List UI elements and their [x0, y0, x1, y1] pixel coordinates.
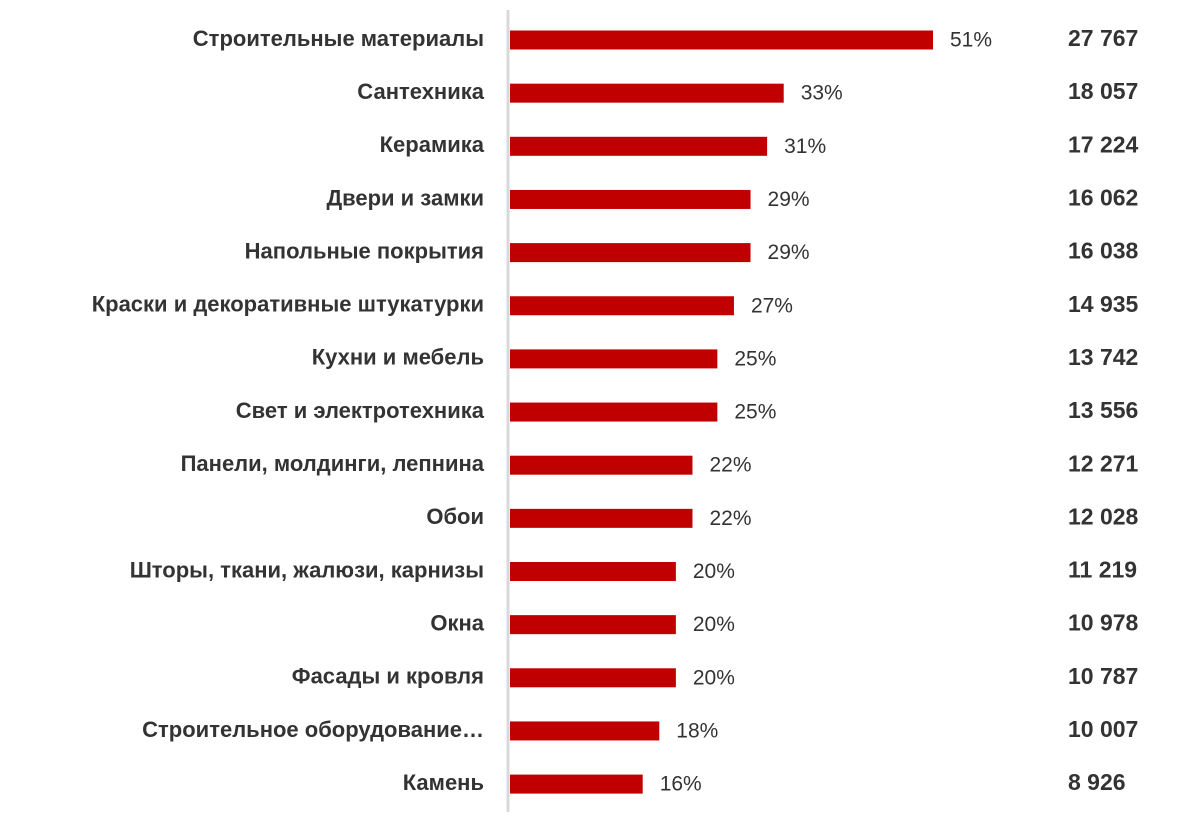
- category-label: Окна: [430, 610, 484, 635]
- category-label: Обои: [426, 504, 484, 529]
- total-label: 18 057: [1068, 78, 1138, 104]
- category-label: Шторы, ткани, жалюзи, карнизы: [130, 557, 484, 582]
- bar: [510, 136, 768, 156]
- category-label: Сантехника: [357, 79, 484, 104]
- bar: [510, 296, 734, 316]
- value-label: 51%: [950, 29, 992, 52]
- total-label: 27 767: [1068, 25, 1138, 51]
- bar: [510, 668, 676, 688]
- bar: [510, 562, 676, 581]
- total-label: 11 219: [1068, 557, 1137, 583]
- total-label: 12 271: [1068, 450, 1139, 476]
- bar: [510, 189, 751, 209]
- category-label: Кухни и мебель: [312, 345, 484, 370]
- bar: [510, 508, 693, 528]
- value-label: 25%: [734, 347, 776, 370]
- total-label: 16 062: [1068, 185, 1138, 211]
- value-label: 18%: [676, 719, 718, 742]
- category-label: Свет и электротехника: [236, 398, 485, 423]
- bar: [510, 243, 751, 263]
- category-label: Напольные покрытия: [245, 238, 484, 263]
- total-label: 14 935: [1068, 291, 1139, 317]
- value-label: 29%: [768, 188, 810, 211]
- bar: [510, 455, 693, 475]
- total-label: 10 978: [1068, 610, 1139, 636]
- total-label: 8 926: [1068, 769, 1126, 795]
- total-label: 12 028: [1068, 503, 1139, 529]
- value-label: 25%: [734, 401, 776, 424]
- value-label: 16%: [660, 773, 702, 796]
- bar: [510, 83, 784, 103]
- total-label: 13 556: [1068, 397, 1138, 423]
- total-label: 10 787: [1068, 663, 1138, 689]
- bar: [510, 30, 933, 50]
- bar: [510, 402, 718, 422]
- category-label: Двери и замки: [326, 185, 484, 210]
- total-label: 13 742: [1068, 344, 1138, 370]
- category-label: Керамика: [380, 132, 485, 157]
- value-label: 33%: [801, 82, 843, 105]
- value-label: 20%: [693, 613, 735, 636]
- category-label: Панели, молдинги, лепнина: [181, 451, 485, 476]
- value-label: 31%: [784, 135, 826, 158]
- bar: [510, 615, 676, 635]
- value-label: 22%: [709, 507, 751, 530]
- category-label: Строительное оборудование…: [142, 717, 484, 742]
- category-label: Фасады и кровля: [292, 664, 484, 689]
- value-label: 20%: [693, 666, 735, 689]
- value-label: 22%: [709, 454, 751, 477]
- total-label: 17 224: [1068, 131, 1139, 157]
- total-label: 16 038: [1068, 238, 1139, 264]
- category-label: Краски и декоративные штукатурки: [92, 292, 484, 317]
- value-label: 20%: [693, 560, 735, 583]
- bar: [510, 349, 718, 369]
- bar: [510, 721, 660, 741]
- value-label: 29%: [768, 241, 810, 264]
- value-label: 27%: [751, 294, 793, 317]
- total-label: 10 007: [1068, 716, 1138, 742]
- category-label: Строительные материалы: [193, 26, 484, 51]
- category-label: Камень: [403, 770, 484, 795]
- bar: [510, 774, 643, 794]
